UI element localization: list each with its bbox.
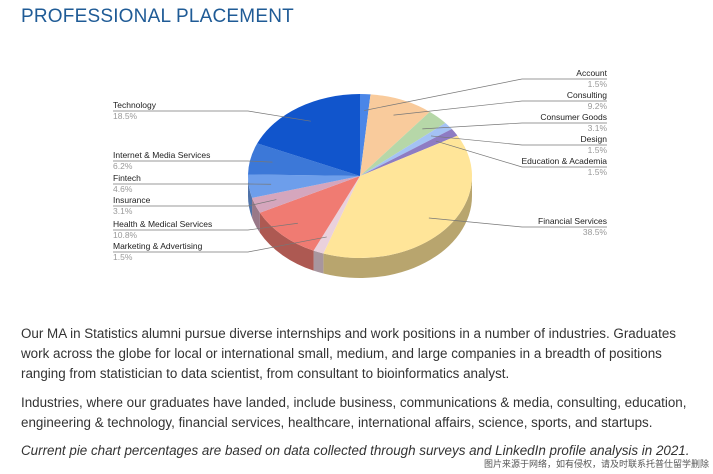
slice-name: Health & Medical Services [113, 219, 213, 229]
leader-line [422, 122, 607, 130]
pie-slice[interactable] [313, 176, 360, 254]
pie-side-5 [323, 176, 472, 278]
legend-label: Health & Medical Services 10.8% [113, 219, 212, 241]
legend-label: Account 1.5% [576, 68, 607, 90]
slice-percent: 38.5% [582, 227, 607, 237]
slice-percent: 1.5% [587, 145, 607, 155]
slice-name: Technology [113, 100, 157, 110]
leader-line [430, 135, 607, 146]
slice-name: Marketing & Advertising [113, 241, 203, 251]
slice-percent: 4.6% [113, 184, 133, 194]
pie-slice[interactable] [259, 176, 360, 251]
leader-line [113, 222, 298, 231]
slice-percent: 1.5% [113, 252, 133, 262]
pie-chart [113, 78, 607, 278]
leader-line [428, 217, 607, 228]
legend-label: Fintech 4.6% [113, 173, 141, 195]
pie-slice[interactable] [360, 94, 430, 176]
legend-label: Consulting 9.2% [567, 90, 607, 112]
pie-slice[interactable] [257, 94, 360, 176]
slice-percent: 10.8% [113, 230, 138, 240]
slice-name: Account [576, 68, 607, 78]
slice-name: Consumer Goods [540, 112, 607, 122]
page-title: PROFESSIONAL PLACEMENT [21, 6, 294, 27]
pie-side-8 [252, 197, 260, 233]
note-paragraph: Current pie chart percentages are based … [21, 443, 690, 458]
intro-paragraph: Our MA in Statistics alumni pursue diver… [21, 326, 676, 381]
legend-label: Technology 18.5% [113, 100, 156, 122]
leader-line [364, 78, 607, 111]
legend-label: Insurance 3.1% [113, 195, 150, 217]
pie-slice[interactable] [360, 94, 371, 176]
slice-name: Fintech [113, 173, 141, 183]
slice-percent: 6.2% [113, 161, 133, 171]
legend-label: Marketing & Advertising 1.5% [113, 241, 202, 263]
slice-name: Consulting [566, 90, 607, 100]
slice-name: Insurance [113, 195, 151, 205]
leader-line [113, 199, 277, 207]
legend-label: Financial Services 38.5% [538, 216, 607, 238]
pie-side-9 [248, 176, 253, 218]
slice-percent: 18.5% [113, 111, 138, 121]
slice-percent: 9.2% [587, 101, 607, 111]
slice-percent: 1.5% [587, 167, 607, 177]
pie-slice[interactable] [360, 129, 458, 176]
leader-line [435, 140, 607, 168]
slice-percent: 3.1% [113, 206, 133, 216]
leader-line [113, 236, 327, 253]
leader-line [393, 100, 607, 116]
legend-label: Internet & Media Services 6.2% [113, 150, 210, 172]
slice-percent: 3.1% [587, 123, 607, 133]
slice-percent: 1.5% [587, 79, 607, 89]
watermark: 图片来源于网络，如有侵权，请及时联系托普仕留学删除 [483, 460, 709, 470]
pie-slice[interactable] [360, 122, 452, 176]
pie-slice[interactable] [248, 174, 360, 198]
pie-slice[interactable] [360, 111, 446, 176]
pie-slice[interactable] [323, 135, 473, 258]
legend-label: Design 1.5% [581, 134, 607, 156]
leader-line [113, 160, 273, 163]
slice-name: Education & Academia [521, 156, 607, 166]
pie-side-7 [259, 212, 314, 271]
pie-slice[interactable] [248, 143, 360, 176]
pie-slice[interactable] [252, 176, 360, 213]
legend-label: Education & Academia 1.5% [521, 156, 607, 178]
slice-name: Internet & Media Services [113, 150, 211, 160]
legend-label: Consumer Goods 3.1% [540, 112, 607, 134]
slice-name: Design [580, 134, 607, 144]
pie-side-6 [313, 250, 324, 274]
slice-name: Financial Services [538, 216, 607, 226]
industries-paragraph: Industries, where our graduates have lan… [21, 395, 687, 430]
leader-line [113, 110, 311, 122]
